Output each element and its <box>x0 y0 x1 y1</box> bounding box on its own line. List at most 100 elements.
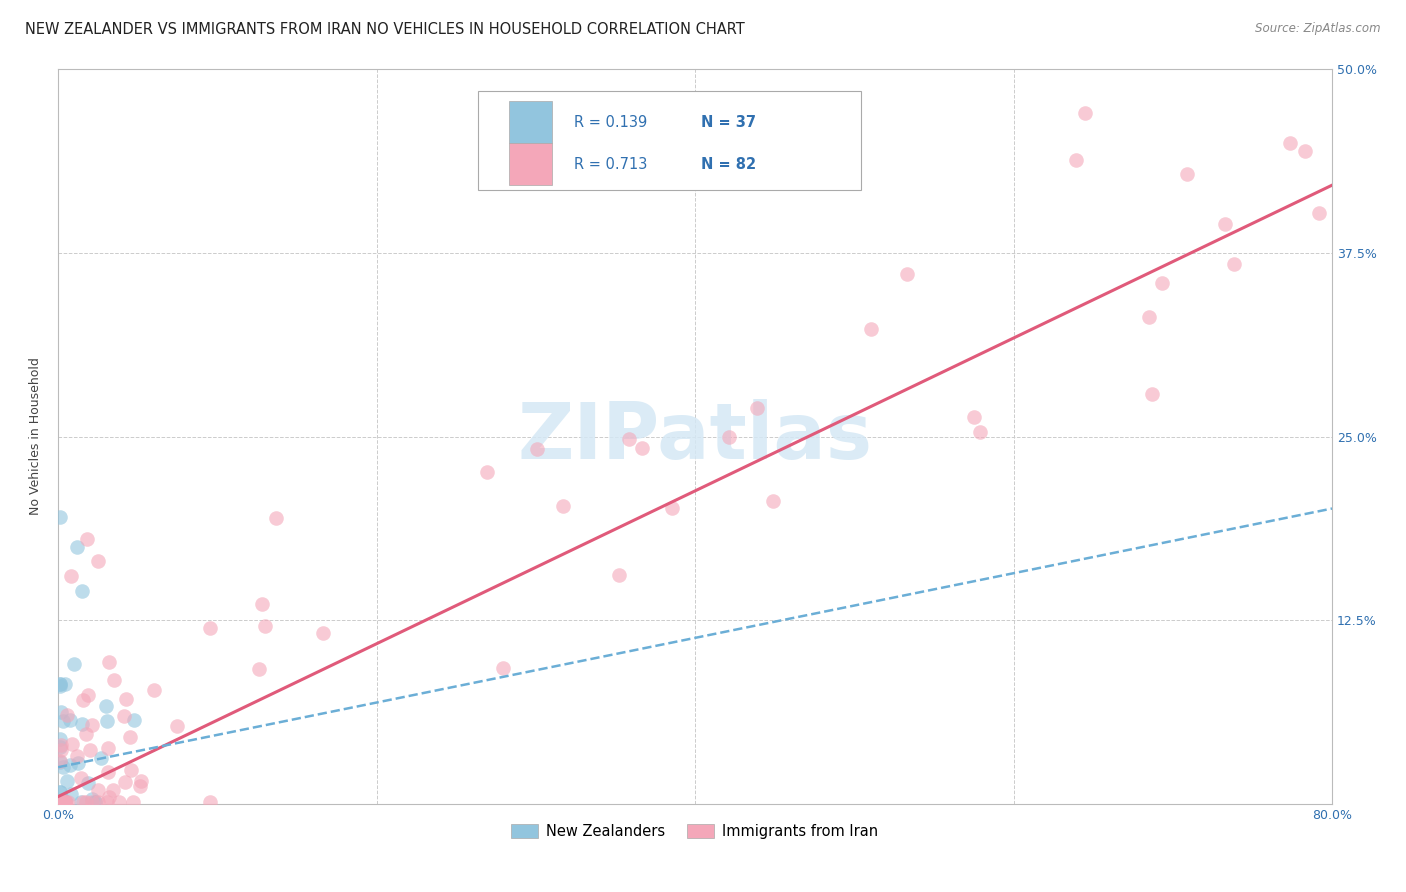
Point <box>896 267 918 281</box>
Point <box>1175 167 1198 181</box>
Point <box>52 796 75 810</box>
Point <box>551 499 574 513</box>
Point <box>1064 153 1087 168</box>
Point <box>82 796 104 810</box>
Point <box>49 743 72 757</box>
Point <box>53 796 76 810</box>
Point <box>96 796 118 810</box>
Point <box>72 693 94 707</box>
Point <box>60 787 83 801</box>
Point <box>49 738 72 752</box>
Point <box>84 796 107 810</box>
Point <box>121 796 143 810</box>
Point <box>55 773 77 788</box>
Point <box>1294 144 1316 158</box>
Point <box>107 796 129 810</box>
Point <box>718 430 741 444</box>
Point <box>745 401 768 416</box>
Point <box>247 662 270 676</box>
Point <box>70 796 93 810</box>
Point <box>264 511 287 525</box>
Legend: New Zealanders, Immigrants from Iran: New Zealanders, Immigrants from Iran <box>506 818 884 845</box>
Point <box>49 796 72 810</box>
Point <box>56 707 79 722</box>
Point <box>75 796 97 810</box>
Point <box>122 713 145 727</box>
Point <box>250 597 273 611</box>
Y-axis label: No Vehicles in Household: No Vehicles in Household <box>30 358 42 516</box>
Point <box>53 796 76 810</box>
Point <box>49 706 72 720</box>
Point <box>1152 277 1174 291</box>
Point <box>48 755 70 769</box>
Point <box>79 743 101 757</box>
Point <box>75 726 97 740</box>
Point <box>87 554 110 568</box>
Point <box>631 442 654 456</box>
Point <box>969 425 991 439</box>
Point <box>48 677 70 691</box>
Point <box>120 763 142 777</box>
Point <box>1074 106 1097 120</box>
Point <box>70 717 93 731</box>
Text: Source: ZipAtlas.com: Source: ZipAtlas.com <box>1256 22 1381 36</box>
Point <box>120 730 142 744</box>
Text: NEW ZEALANDER VS IMMIGRANTS FROM IRAN NO VEHICLES IN HOUSEHOLD CORRELATION CHART: NEW ZEALANDER VS IMMIGRANTS FROM IRAN NO… <box>25 22 745 37</box>
Point <box>48 510 70 524</box>
FancyBboxPatch shape <box>509 144 553 186</box>
Text: R = 0.713: R = 0.713 <box>574 157 647 172</box>
Point <box>76 533 98 547</box>
Point <box>69 772 91 786</box>
Point <box>52 793 75 807</box>
Point <box>97 741 120 756</box>
Point <box>96 714 118 728</box>
Point <box>198 621 221 635</box>
Point <box>53 796 76 810</box>
Point <box>82 718 104 732</box>
Point <box>48 785 70 799</box>
Point <box>80 792 103 806</box>
Point <box>59 713 82 727</box>
Point <box>49 731 72 746</box>
Point <box>475 465 498 479</box>
Point <box>90 751 112 765</box>
Point <box>492 661 515 675</box>
FancyBboxPatch shape <box>478 91 860 190</box>
FancyBboxPatch shape <box>509 101 553 143</box>
Point <box>48 756 70 770</box>
Point <box>312 625 335 640</box>
Point <box>129 773 152 788</box>
Point <box>60 737 83 751</box>
Point <box>72 796 94 810</box>
Point <box>67 756 90 770</box>
Point <box>63 657 86 671</box>
Point <box>53 796 76 810</box>
Text: ZIPatlas: ZIPatlas <box>517 399 873 475</box>
Point <box>51 796 73 810</box>
Point <box>619 432 641 446</box>
Point <box>253 619 276 633</box>
Point <box>56 796 79 810</box>
Point <box>86 796 108 810</box>
Point <box>48 796 70 810</box>
Point <box>59 569 82 583</box>
Point <box>48 785 70 799</box>
Point <box>98 789 121 804</box>
Point <box>51 795 73 809</box>
Point <box>112 708 135 723</box>
Point <box>70 583 93 598</box>
Point <box>96 699 118 714</box>
Point <box>1213 217 1236 231</box>
Point <box>166 719 188 733</box>
Point <box>48 677 70 691</box>
Point <box>48 796 70 810</box>
Point <box>51 796 73 810</box>
Point <box>77 688 100 702</box>
Point <box>77 775 100 789</box>
Point <box>55 796 77 810</box>
Point <box>1308 206 1330 220</box>
Point <box>101 783 124 797</box>
Point <box>128 779 150 793</box>
Point <box>48 679 70 693</box>
Text: N = 82: N = 82 <box>702 157 756 172</box>
